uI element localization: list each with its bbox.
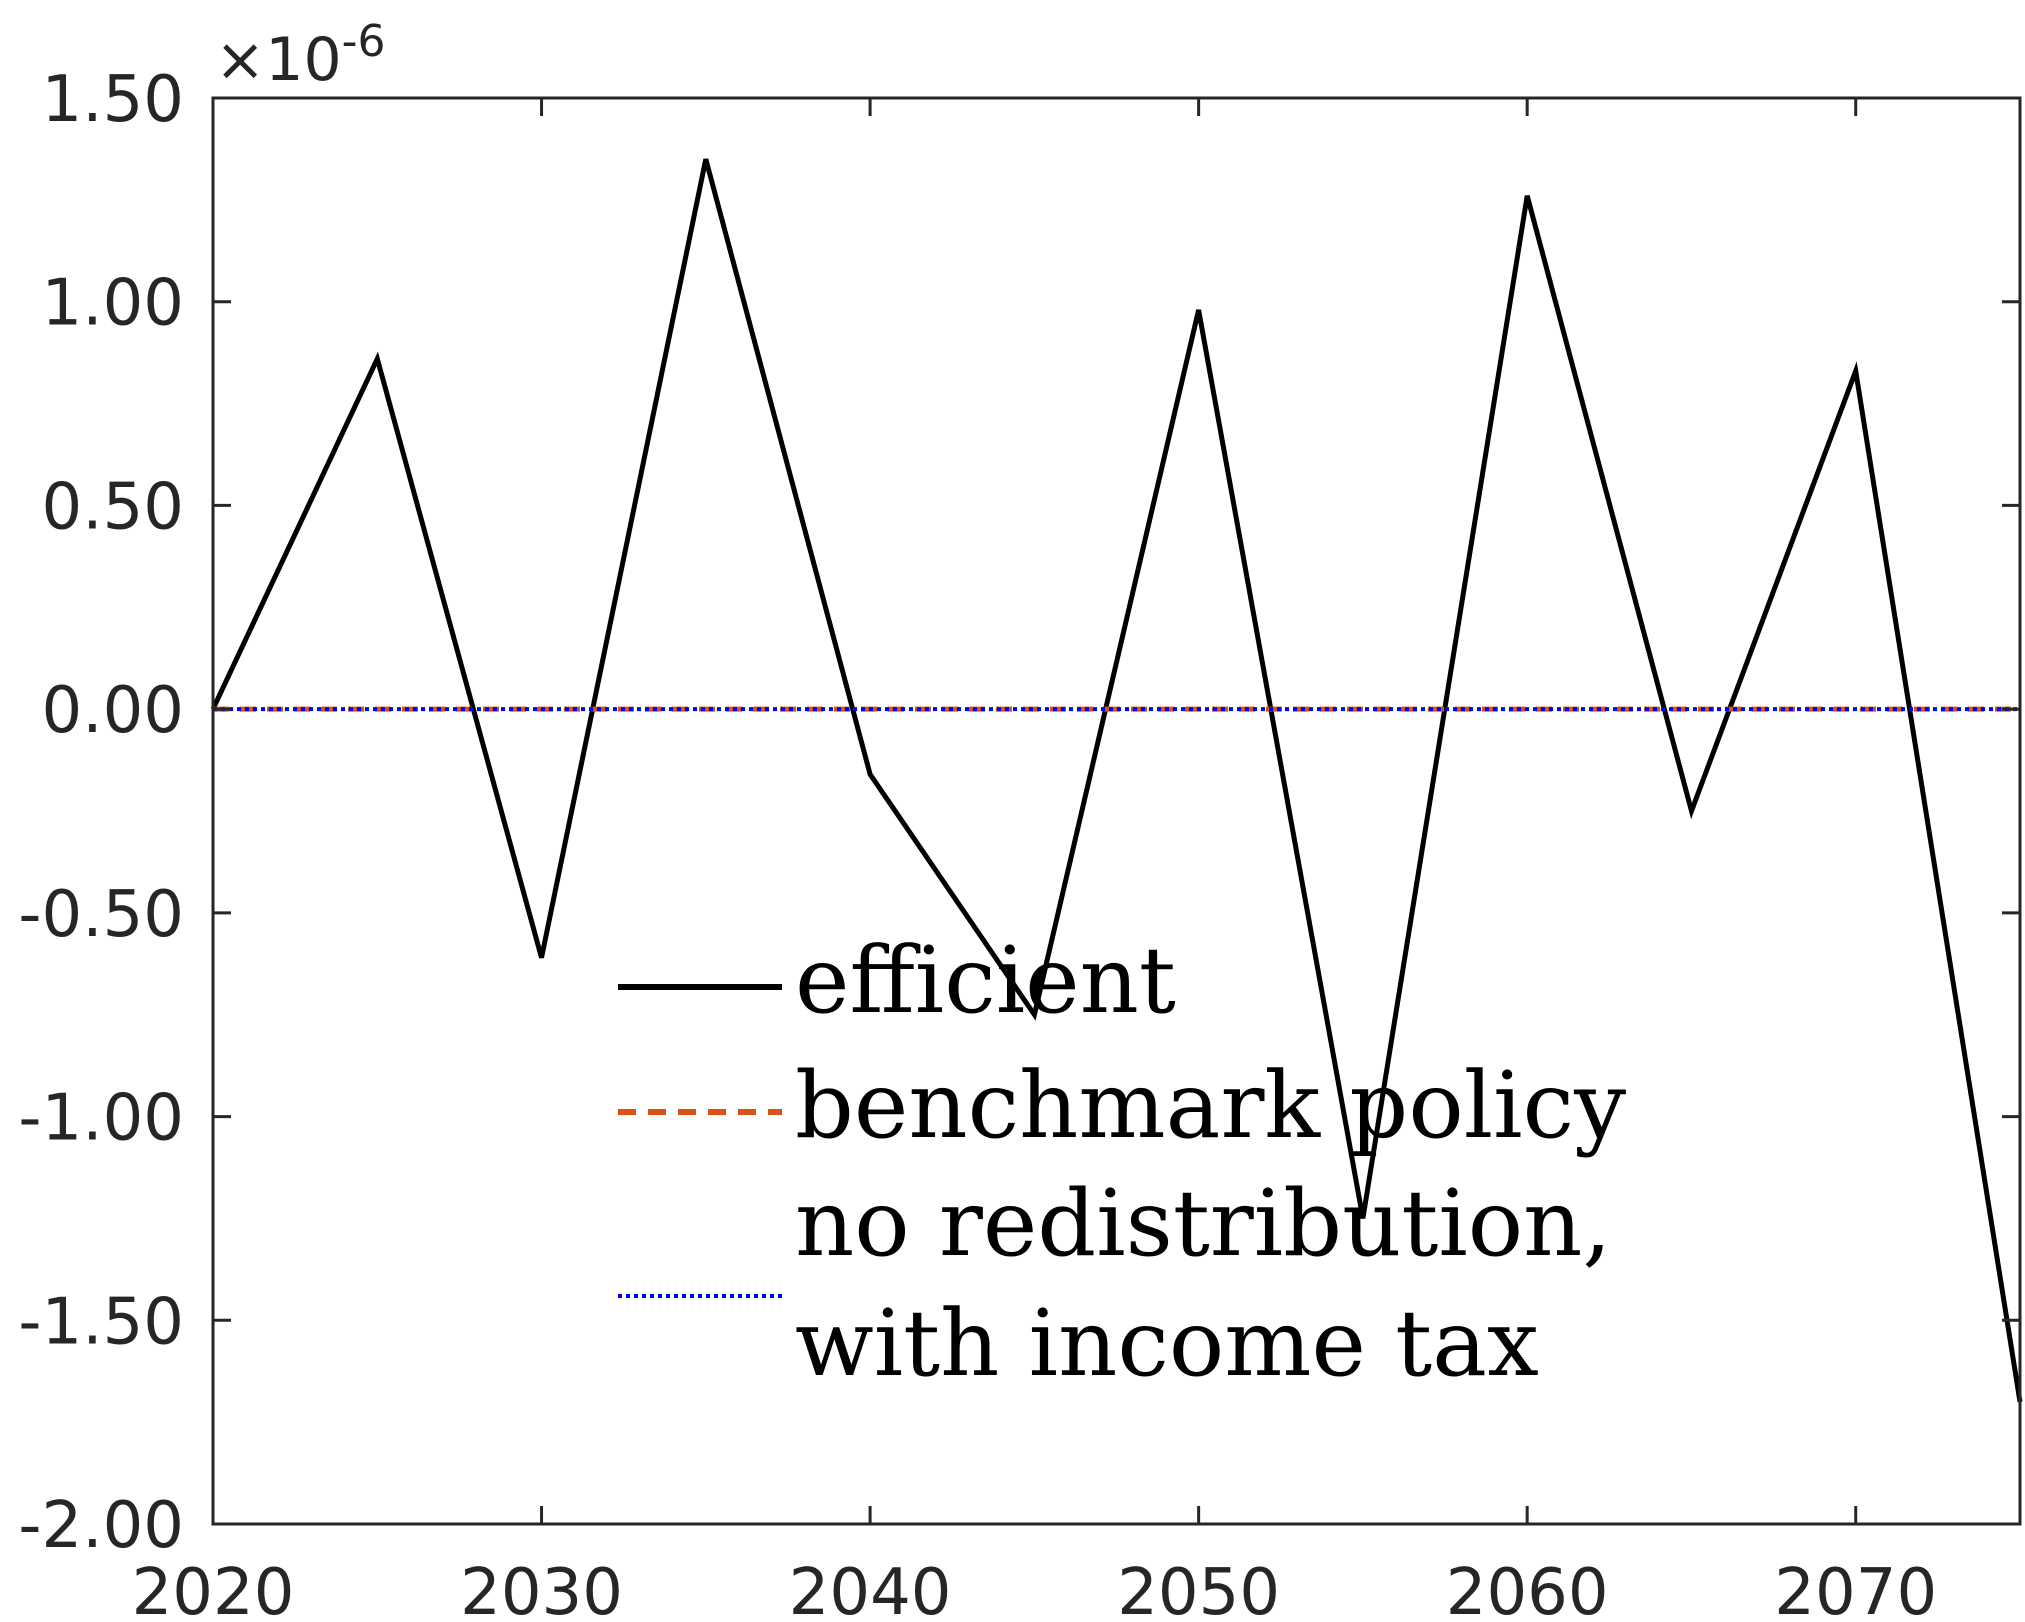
- plot-area: [213, 98, 2020, 1524]
- series-layer: [210, 158, 2023, 1403]
- y-tick-label: 0.50: [42, 470, 185, 544]
- x-tick-label: 2040: [789, 1556, 952, 1622]
- x-tick-label: 2030: [460, 1556, 623, 1622]
- legend-label-efficient: efficient: [795, 927, 1176, 1034]
- y-tick-label: -1.50: [18, 1285, 184, 1359]
- y-multiplier-label: ×10-6: [215, 16, 386, 95]
- legend-label-no-redistribution-line2: with income tax: [795, 1290, 1539, 1397]
- legend-label-no-redistribution-line1: no redistribution,: [795, 1170, 1612, 1277]
- series-line-efficient: [210, 158, 2023, 1403]
- x-tick-label: 2050: [1117, 1556, 1280, 1622]
- y-tick-label: 1.00: [42, 267, 185, 341]
- y-tick-label: 1.50: [42, 63, 185, 137]
- x-tick-label: 2070: [1774, 1556, 1937, 1622]
- y-tick-label: -2.00: [18, 1489, 184, 1563]
- legend-label-benchmark-policy: benchmark policy: [795, 1052, 1626, 1159]
- y-tick-label: 0.00: [42, 674, 185, 748]
- x-tick-label: 2020: [132, 1556, 295, 1622]
- plot-box: [211, 96, 2022, 1526]
- y-tick-label: -0.50: [18, 878, 184, 952]
- ticks-layer: 2020 2030 2040 2050 2060 2070 1.50 1.00 0.50 0.00…: [18, 63, 2020, 1622]
- legend: efficient benchmark policy no redistribu…: [618, 927, 1626, 1397]
- x-tick-label: 2060: [1446, 1556, 1609, 1622]
- y-tick-label: -1.00: [18, 1082, 184, 1156]
